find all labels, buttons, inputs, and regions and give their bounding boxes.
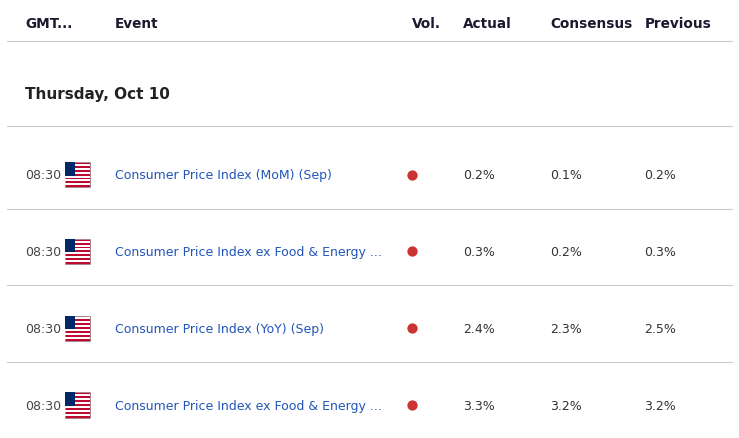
Text: Thursday, Oct 10: Thursday, Oct 10 bbox=[25, 87, 170, 102]
FancyBboxPatch shape bbox=[65, 249, 90, 251]
Text: Consumer Price Index ex Food & Energy ...: Consumer Price Index ex Food & Energy ..… bbox=[115, 245, 381, 258]
FancyBboxPatch shape bbox=[65, 168, 90, 170]
Text: 3.2%: 3.2% bbox=[551, 399, 582, 412]
FancyBboxPatch shape bbox=[65, 392, 75, 406]
Text: 2.3%: 2.3% bbox=[551, 322, 582, 335]
Text: 0.2%: 0.2% bbox=[551, 245, 582, 258]
Text: 2.5%: 2.5% bbox=[644, 322, 676, 335]
Text: 0.3%: 0.3% bbox=[644, 245, 676, 258]
FancyBboxPatch shape bbox=[65, 257, 90, 259]
FancyBboxPatch shape bbox=[65, 239, 75, 253]
FancyBboxPatch shape bbox=[65, 329, 90, 332]
FancyBboxPatch shape bbox=[65, 245, 90, 247]
FancyBboxPatch shape bbox=[65, 180, 90, 182]
FancyBboxPatch shape bbox=[65, 316, 90, 341]
FancyBboxPatch shape bbox=[65, 162, 75, 176]
FancyBboxPatch shape bbox=[65, 261, 90, 263]
FancyBboxPatch shape bbox=[65, 172, 90, 174]
FancyBboxPatch shape bbox=[65, 414, 90, 416]
FancyBboxPatch shape bbox=[65, 333, 90, 336]
FancyBboxPatch shape bbox=[65, 253, 90, 255]
FancyBboxPatch shape bbox=[65, 239, 90, 265]
Point bbox=[406, 325, 418, 332]
FancyBboxPatch shape bbox=[65, 398, 90, 400]
FancyBboxPatch shape bbox=[65, 241, 90, 243]
Text: Vol.: Vol. bbox=[412, 17, 441, 31]
FancyBboxPatch shape bbox=[65, 321, 90, 324]
Text: GMT...: GMT... bbox=[25, 17, 72, 31]
Text: 0.2%: 0.2% bbox=[463, 169, 495, 182]
Text: 0.2%: 0.2% bbox=[644, 169, 676, 182]
Point bbox=[406, 402, 418, 409]
Text: Consensus: Consensus bbox=[551, 17, 633, 31]
FancyBboxPatch shape bbox=[65, 162, 90, 188]
Text: 08:30: 08:30 bbox=[25, 169, 61, 182]
Text: 3.2%: 3.2% bbox=[644, 399, 676, 412]
Text: 0.1%: 0.1% bbox=[551, 169, 582, 182]
Text: Consumer Price Index (YoY) (Sep): Consumer Price Index (YoY) (Sep) bbox=[115, 322, 324, 335]
Text: Previous: Previous bbox=[644, 17, 711, 31]
FancyBboxPatch shape bbox=[65, 316, 75, 329]
Text: 08:30: 08:30 bbox=[25, 322, 61, 335]
FancyBboxPatch shape bbox=[65, 337, 90, 339]
FancyBboxPatch shape bbox=[65, 318, 90, 320]
Text: Consumer Price Index (MoM) (Sep): Consumer Price Index (MoM) (Sep) bbox=[115, 169, 331, 182]
FancyBboxPatch shape bbox=[65, 392, 90, 418]
Text: 08:30: 08:30 bbox=[25, 399, 61, 412]
Point bbox=[406, 172, 418, 179]
FancyBboxPatch shape bbox=[65, 406, 90, 408]
Point bbox=[406, 248, 418, 255]
Text: 3.3%: 3.3% bbox=[463, 399, 495, 412]
FancyBboxPatch shape bbox=[65, 176, 90, 178]
Text: Event: Event bbox=[115, 17, 158, 31]
Text: 08:30: 08:30 bbox=[25, 245, 61, 258]
FancyBboxPatch shape bbox=[65, 410, 90, 412]
Text: Actual: Actual bbox=[463, 17, 512, 31]
Text: 2.4%: 2.4% bbox=[463, 322, 495, 335]
FancyBboxPatch shape bbox=[65, 394, 90, 396]
Text: Consumer Price Index ex Food & Energy ...: Consumer Price Index ex Food & Energy ..… bbox=[115, 399, 381, 412]
FancyBboxPatch shape bbox=[65, 402, 90, 404]
FancyBboxPatch shape bbox=[65, 184, 90, 186]
FancyBboxPatch shape bbox=[65, 325, 90, 328]
FancyBboxPatch shape bbox=[65, 164, 90, 166]
Text: 0.3%: 0.3% bbox=[463, 245, 495, 258]
